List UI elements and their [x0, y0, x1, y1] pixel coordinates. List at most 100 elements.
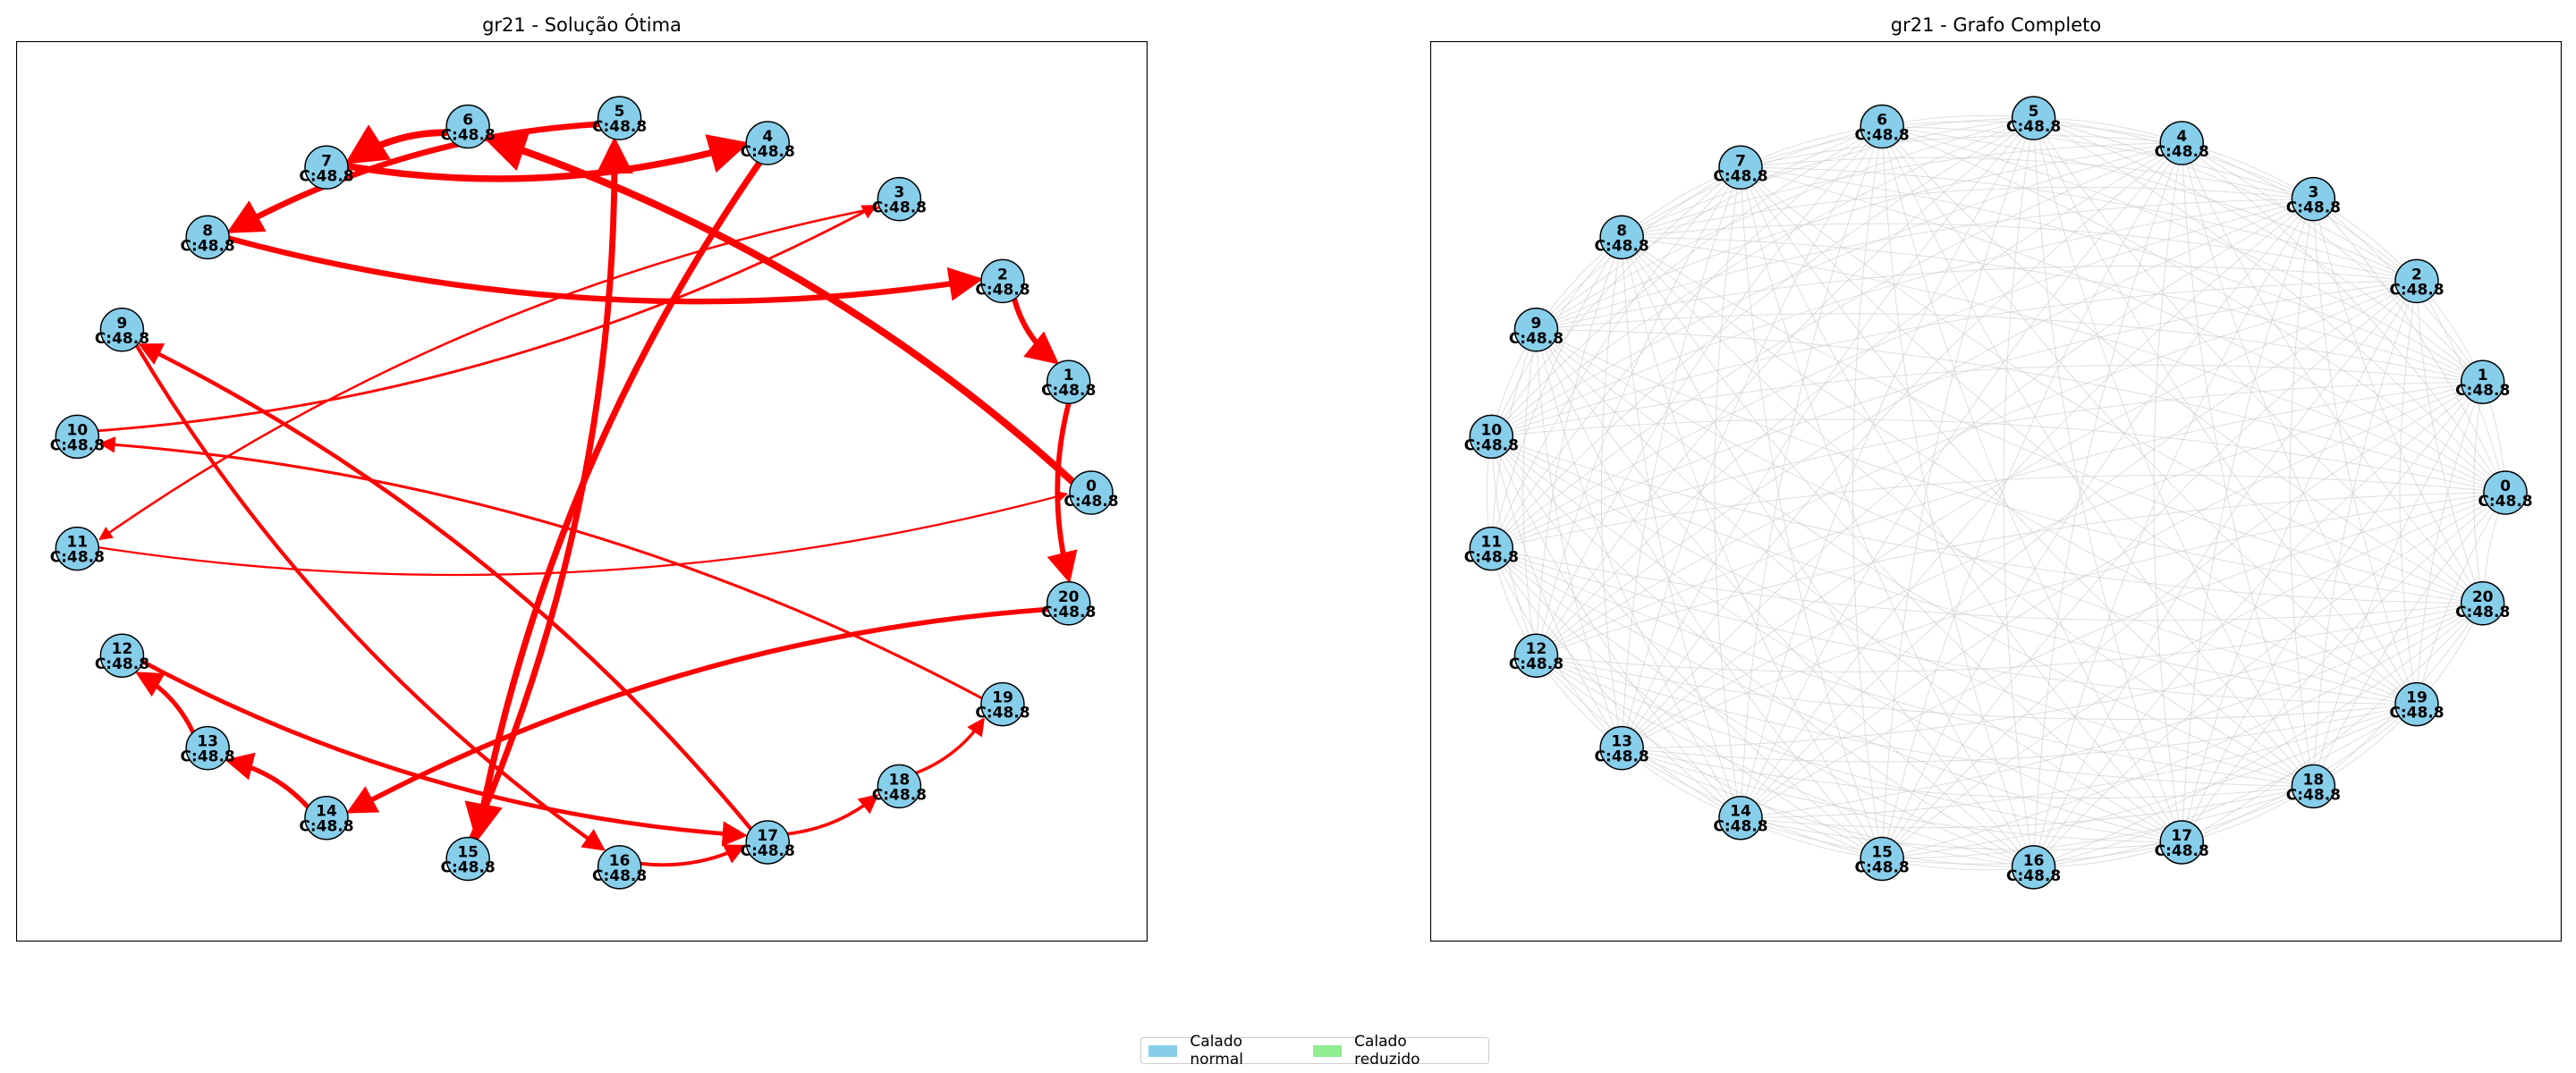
complete-edge	[1536, 199, 2314, 656]
solution-node-7: 7C:48.8	[299, 145, 354, 190]
complete-edge	[1490, 436, 2034, 868]
complete-edge	[1536, 381, 2483, 656]
solution-node-2: 2C:48.8	[975, 258, 1030, 304]
complete-edge	[1740, 704, 2418, 819]
complete-edge	[2289, 199, 2314, 787]
solution-edge-3-11	[98, 206, 880, 541]
complete-node-10: 10C:48.8	[1464, 414, 1519, 460]
solution-node-circle	[597, 845, 642, 890]
complete-edge	[1622, 186, 2314, 238]
complete-node-id-label: 14	[1730, 803, 1751, 821]
complete-graph: 0C:48.81C:48.82C:48.83C:48.84C:48.85C:48…	[1430, 41, 2562, 942]
solution-node-4: 4C:48.8	[741, 121, 795, 165]
solution-node-14: 14C:48.8	[299, 795, 354, 841]
complete-edge	[1881, 126, 2182, 843]
solution-node-circle	[304, 795, 349, 841]
complete-edge	[1714, 167, 1741, 818]
solution-edge-10-3	[97, 205, 877, 433]
complete-edge	[2033, 199, 2314, 867]
solution-node-id-label: 10	[67, 421, 89, 439]
complete-node-capacity-label: C:48.8	[1855, 127, 1910, 145]
complete-node-id-label: 11	[1481, 534, 1503, 552]
solution-node-6: 6C:48.8	[441, 104, 496, 149]
solution-edge-2-1	[1012, 298, 1060, 365]
complete-edge	[1536, 655, 2418, 720]
complete-edge	[1491, 436, 2182, 843]
solution-node-18: 18C:48.8	[872, 764, 927, 809]
complete-edge	[2033, 117, 2483, 604]
solution-node-circle	[1069, 470, 1114, 515]
complete-edge	[1881, 126, 2483, 604]
complete-edge	[1536, 655, 1883, 859]
solution-node-capacity-label: C:48.8	[592, 867, 647, 885]
complete-node-id-label: 2	[2411, 266, 2422, 283]
complete-edge	[2181, 199, 2314, 842]
solution-node-13: 13C:48.8	[181, 725, 235, 771]
complete-edge	[1882, 785, 2314, 859]
complete-edge	[2313, 199, 2506, 494]
solution-node-circle	[445, 836, 490, 882]
solution-node-circle	[877, 176, 922, 222]
complete-edge	[1490, 436, 1623, 748]
complete-edge	[1491, 280, 2417, 437]
complete-edge	[2399, 281, 2418, 705]
complete-node-id-label: 17	[2171, 827, 2192, 845]
solution-node-circle	[304, 145, 349, 190]
complete-node-capacity-label: C:48.8	[2455, 382, 2510, 400]
solution-node-capacity-label: C:48.8	[741, 842, 795, 860]
solution-node-id-label: 5	[614, 103, 625, 121]
complete-node-id-label: 15	[1871, 843, 1893, 861]
complete-edge	[1535, 126, 1883, 656]
complete-edge	[1621, 236, 2314, 787]
complete-edge	[1622, 704, 2418, 763]
complete-edge	[2033, 142, 2182, 867]
solution-node-10: 10C:48.8	[50, 414, 105, 460]
complete-edge	[1536, 126, 1883, 331]
complete-node-id-label: 18	[2303, 771, 2325, 789]
solution-node-id-label: 12	[112, 640, 133, 658]
solution-node-circle	[745, 820, 790, 865]
solution-node-id-label: 13	[197, 733, 218, 751]
complete-edge	[1536, 329, 2483, 604]
complete-node-11: 11C:48.8	[1464, 526, 1519, 571]
complete-edge	[1621, 237, 1883, 859]
solution-node-circle	[1046, 359, 1091, 404]
optimal-solution-graph: 0C:48.81C:48.82C:48.83C:48.84C:48.85C:48…	[16, 41, 1148, 942]
complete-edge	[2181, 142, 2484, 604]
solution-node-id-label: 0	[1086, 477, 1097, 495]
solution-node-11: 11C:48.8	[50, 526, 105, 571]
solution-node-circle	[980, 681, 1025, 727]
complete-edge	[1536, 329, 2418, 705]
complete-node-5: 5C:48.8	[2006, 96, 2061, 140]
complete-edge	[1621, 236, 2418, 705]
solution-edge-12-17	[141, 659, 749, 847]
complete-node-circle	[1718, 145, 1763, 190]
complete-edge	[1535, 167, 1741, 656]
complete-edge	[2033, 492, 2506, 868]
complete-edge	[1622, 236, 2506, 494]
complete-edge	[1491, 142, 2182, 549]
complete-edge	[1740, 135, 2182, 168]
complete-edge	[1491, 435, 2418, 705]
solution-edge-1-20	[1046, 402, 1078, 584]
complete-edge	[1740, 166, 2483, 383]
complete-node-capacity-label: C:48.8	[1595, 237, 1649, 255]
complete-edge	[2312, 199, 2418, 705]
complete-node-14: 14C:48.8	[1713, 795, 1768, 841]
solution-edge-15-5	[469, 136, 633, 840]
complete-edge	[1881, 126, 2035, 868]
complete-edge	[1491, 435, 2483, 604]
complete-edge	[1536, 199, 2314, 331]
complete-node-capacity-label: C:48.8	[2006, 118, 2061, 136]
complete-edge	[1535, 329, 1741, 818]
complete-node-capacity-label: C:48.8	[1464, 549, 1519, 567]
complete-node-circle	[1469, 526, 1514, 571]
complete-edge	[1536, 329, 2182, 843]
complete-edge	[2181, 142, 2418, 705]
solution-node-15: 15C:48.8	[441, 836, 496, 882]
solution-edge-5-8	[226, 121, 599, 233]
complete-node-20: 20C:48.8	[2455, 581, 2510, 626]
complete-node-id-label: 20	[2472, 588, 2494, 606]
solution-node-id-label: 20	[1058, 588, 1080, 606]
complete-node-capacity-label: C:48.8	[2155, 143, 2209, 161]
